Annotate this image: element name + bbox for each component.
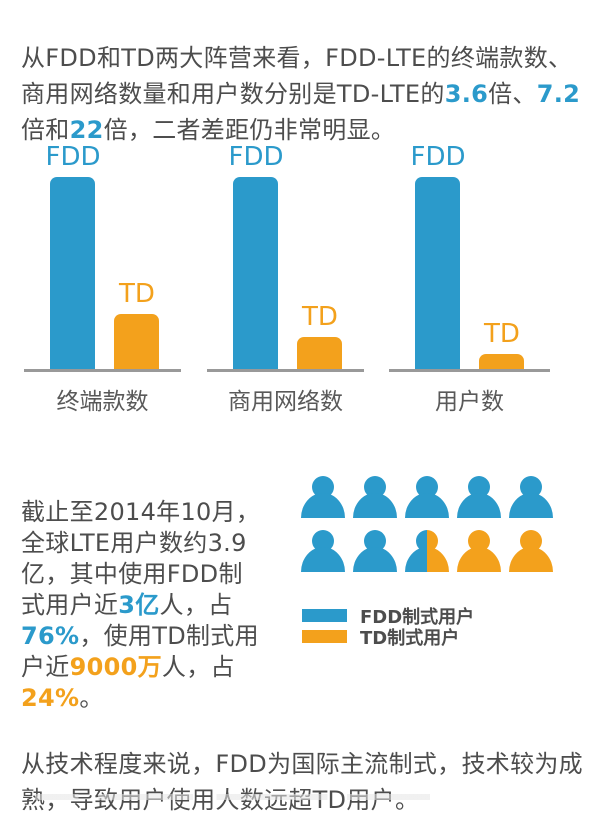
fdd-legend-swatch: [302, 609, 347, 622]
axis-baseline: [24, 369, 181, 372]
fdd-bar: [415, 177, 460, 369]
person-body: [353, 547, 397, 572]
person-head: [468, 476, 490, 498]
person-head: [312, 476, 334, 498]
highlight-value: 9000万: [69, 653, 162, 681]
text-run: 截止至2014年10月，: [21, 498, 261, 526]
text-run: 倍、: [488, 80, 537, 108]
person-head: [427, 530, 438, 552]
text-run: 熟，导致用户使用人数远超TD用户。: [21, 786, 420, 814]
fdd-bar-label: FDD: [45, 142, 101, 172]
axis-baseline: [389, 369, 550, 372]
bar-chart-group-terminals: FDD TD 终端款数: [24, 140, 181, 415]
pictogram-row: [301, 530, 553, 572]
text-run: ，使用TD制式用: [79, 622, 259, 650]
fdd-person-icon: [405, 476, 449, 518]
text-run: 。: [79, 684, 104, 712]
highlight-value: 24%: [21, 684, 80, 712]
highlight-value: 3.6: [444, 80, 489, 108]
fdd-person-icon: [353, 476, 397, 518]
text-run: 商用网络数量和用户数分别是TD-LTE的: [21, 80, 445, 108]
td-legend-label: TD制式用户: [360, 627, 460, 649]
fdd-person-icon: [301, 476, 345, 518]
text-run: 从技术程度来说，FDD为国际主流制式，技术较为成: [21, 750, 583, 778]
fdd-bar: [233, 177, 278, 369]
td-person-icon: [457, 530, 501, 572]
text-run: 户近: [21, 653, 70, 681]
highlight-value: 3亿: [118, 591, 160, 619]
chart-category-label: 商用网络数: [228, 389, 343, 415]
td-legend-swatch: [302, 630, 347, 643]
text-run: 式用户近: [21, 591, 119, 619]
person-body: [301, 547, 345, 572]
td-bar-label: TD: [119, 279, 155, 309]
person-body: [509, 547, 553, 572]
td-bar: [297, 337, 342, 369]
person-head: [364, 476, 386, 498]
legend-row-fdd: FDD制式用户: [302, 605, 475, 628]
text-run: 亿，其中使用FDD制: [21, 560, 243, 588]
person-body: [353, 493, 397, 518]
user-stats-paragraph: 截止至2014年10月， 全球LTE用户数约3.9 亿，其中使用FDD制 式用户近3亿…: [21, 497, 283, 714]
clipped-next-content: [35, 794, 430, 800]
highlight-value: 76%: [21, 622, 80, 650]
fdd-bar-label: FDD: [228, 142, 284, 172]
pictogram-row: [301, 476, 553, 518]
fdd-person-icon: [457, 476, 501, 518]
person-head: [312, 530, 334, 552]
text-run: 人，占: [159, 591, 233, 619]
td-bar-label: TD: [484, 319, 520, 349]
highlight-value: 7.2: [536, 80, 581, 108]
person-head: [416, 476, 438, 498]
bar-chart-group-networks: FDD TD 商用网络数: [207, 140, 364, 415]
fdd-bar-label: FDD: [410, 142, 466, 172]
person-head: [416, 530, 427, 552]
pictogram: [301, 476, 553, 584]
chart-category-label: 终端款数: [56, 389, 149, 415]
person-head: [468, 530, 490, 552]
person-head: [364, 530, 386, 552]
fdd-legend-label: FDD制式用户: [360, 606, 475, 628]
fdd-bar: [50, 177, 95, 369]
text-run: 倍和: [21, 116, 70, 144]
highlight-value: 22: [69, 116, 104, 144]
td-bar-label: TD: [302, 302, 338, 332]
person-body: [301, 493, 345, 518]
person-body: [509, 493, 553, 518]
td-bar: [114, 314, 159, 369]
person-body: [457, 493, 501, 518]
bar-charts: FDD TD 终端款数 FDD TD 商用网络数 FDD TD 用户数: [0, 140, 600, 415]
footer-paragraph: 从技术程度来说，FDD为国际主流制式，技术较为成 熟，导致用户使用人数远超TD用户…: [21, 746, 593, 818]
fdd-person-icon: [353, 530, 397, 572]
fdd-person-icon: [301, 530, 345, 572]
legend-row-td: TD制式用户: [302, 626, 474, 649]
axis-baseline: [207, 369, 364, 372]
person-body: [457, 547, 501, 572]
text-run: 倍，二者差距仍非常明显。: [103, 116, 396, 144]
fdd-person-icon: [509, 476, 553, 518]
legend: FDD制式用户 TD制式用户: [302, 605, 475, 649]
intro-paragraph: 从FDD和TD两大阵营来看，FDD-LTE的终端款数、 商用网络数量和用户数分别是…: [21, 40, 591, 148]
td-person-icon: [509, 530, 553, 572]
chart-category-label: 用户数: [435, 389, 504, 415]
text-run: 从FDD和TD两大阵营来看，FDD-LTE的终端款数、: [21, 44, 573, 72]
person-head: [520, 530, 542, 552]
half-fdd-td-person-icon: [405, 530, 449, 572]
td-bar: [479, 354, 524, 369]
text-run: 全球LTE用户数约3.9: [21, 529, 247, 557]
text-run: 人，占: [161, 653, 235, 681]
bar-chart-group-users: FDD TD 用户数: [389, 140, 550, 415]
person-body: [405, 493, 449, 518]
person-head: [520, 476, 542, 498]
